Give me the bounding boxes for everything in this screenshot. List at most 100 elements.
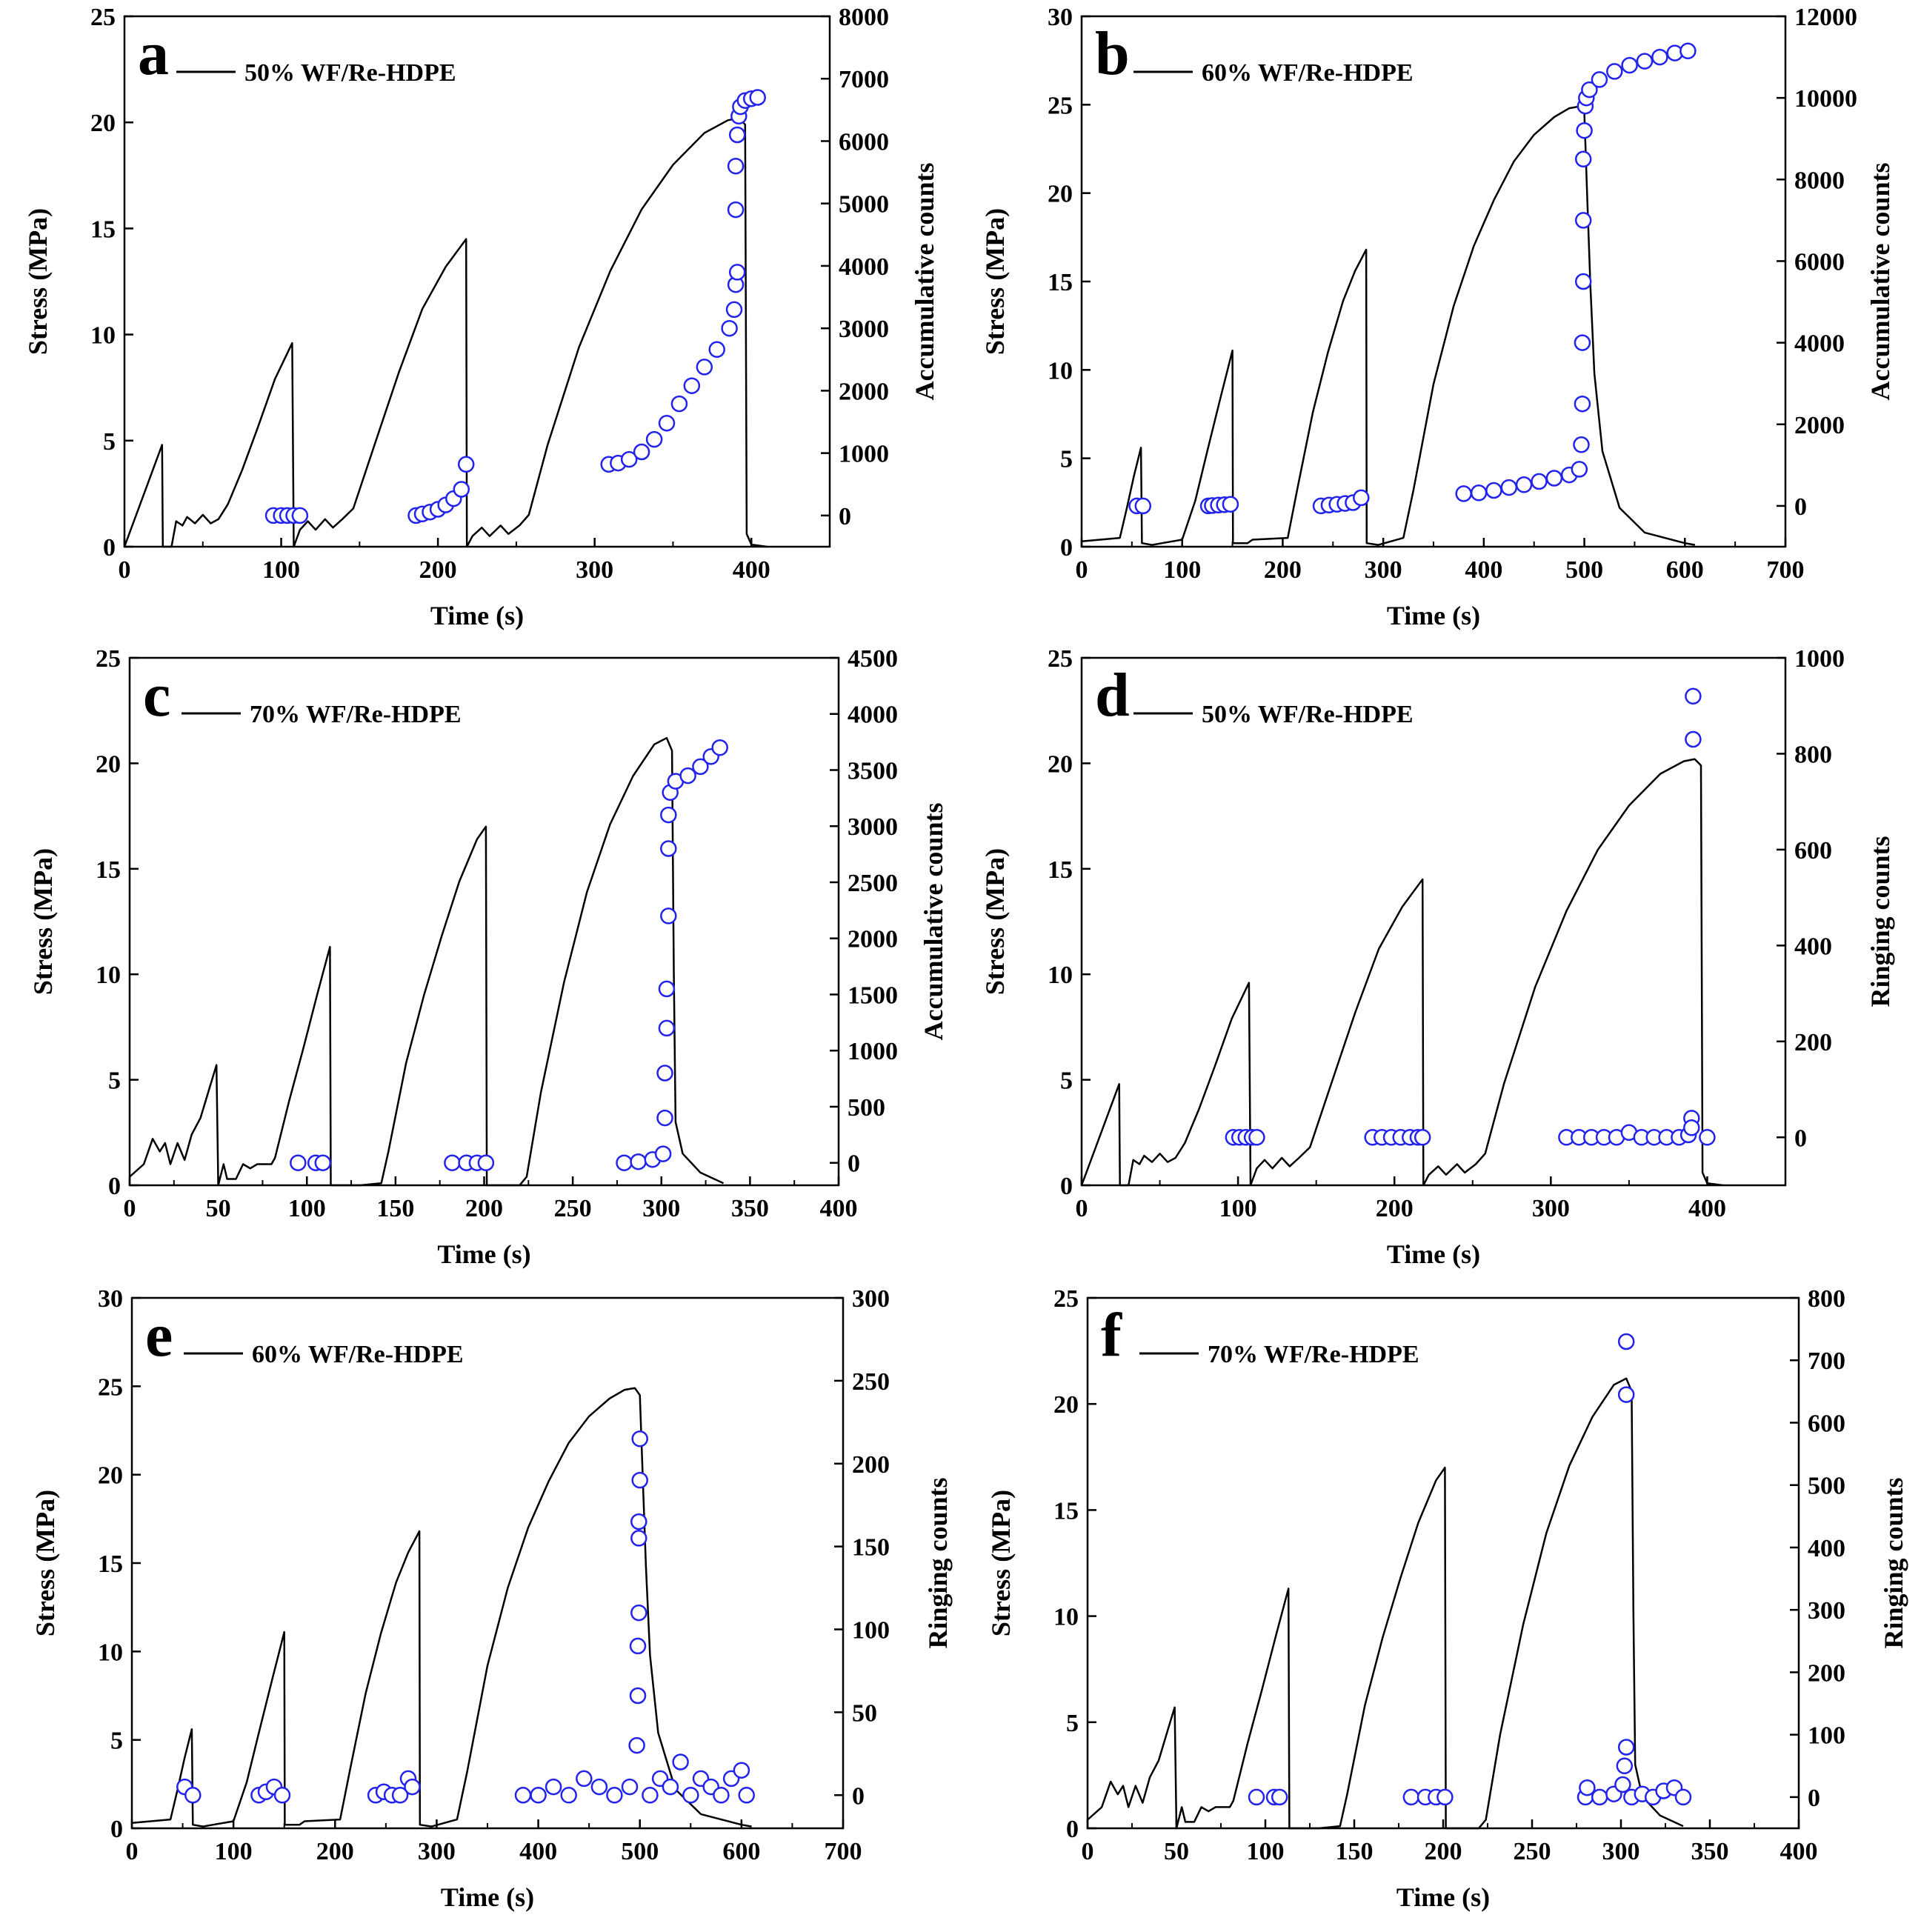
acoustic-point [721, 319, 738, 337]
y2-tick-label: 3000 [839, 316, 889, 343]
y-tick-label: 0 [1066, 1816, 1079, 1843]
y-tick-label: 10 [1048, 962, 1073, 989]
panel-letter: f [1101, 1301, 1122, 1370]
acoustic-point [656, 1065, 673, 1082]
acoustic-point [629, 1687, 647, 1705]
acoustic-point [1591, 1788, 1608, 1806]
acoustic-point [590, 1778, 608, 1796]
y-tick-label: 0 [1060, 1173, 1073, 1200]
acoustic-point [708, 341, 725, 359]
acoustic-point [630, 1530, 647, 1547]
y2-tick-label: 7000 [839, 66, 889, 93]
acoustic-point [1248, 1129, 1265, 1146]
acoustic-point [1515, 476, 1533, 493]
y2-tick-label: 1000 [1794, 645, 1845, 673]
acoustic-point [630, 1153, 647, 1170]
acoustic-point [1683, 1119, 1700, 1136]
legend-label: 70% WF/Re-HDPE [1208, 1341, 1419, 1368]
y-tick-label: 10 [98, 1639, 123, 1666]
stress-line [1080, 758, 1723, 1187]
acoustic-point [728, 126, 746, 144]
y2-tick-label: 0 [848, 1150, 860, 1178]
acoustic-point [656, 1109, 673, 1127]
x-axis-title: Time (s) [430, 601, 524, 630]
acoustic-point [477, 1154, 495, 1171]
y2-tick-label: 6000 [1794, 248, 1845, 276]
panel-letter: c [143, 661, 170, 730]
acoustic-point [725, 301, 743, 319]
acoustic-point [733, 1762, 750, 1779]
acoustic-point [738, 1787, 755, 1804]
acoustic-point [1617, 1333, 1635, 1350]
acoustic-point [1485, 482, 1502, 499]
y-tick-label: 25 [90, 4, 116, 31]
y2-tick-label: 12000 [1794, 4, 1857, 31]
acoustic-point [1617, 1739, 1635, 1756]
panel-b: 0 100 200 300 400 500 600 700051015202530020004… [980, 4, 1895, 630]
y2-tick-label: 100 [1808, 1722, 1845, 1750]
y2-tick-label: 4500 [848, 645, 898, 673]
x-tick-label: 0 [1076, 556, 1088, 584]
y2-tick-label: 0 [1794, 493, 1807, 521]
y2-axis-title: Accumulative counts [1865, 163, 1895, 401]
acoustic-point [1636, 53, 1654, 70]
x-tick-label: 50 [206, 1195, 231, 1222]
x-tick-label: 100 [215, 1838, 253, 1865]
y-tick-label: 30 [1048, 4, 1073, 31]
acoustic-point [620, 450, 638, 468]
acoustic-point [628, 1736, 645, 1754]
acoustic-point [749, 89, 766, 106]
acoustic-point [658, 980, 676, 998]
y2-tick-label: 4000 [848, 702, 898, 729]
plot-frame [1080, 656, 1787, 1187]
y-tick-label: 5 [1060, 1067, 1073, 1095]
y-tick-label: 15 [1053, 1497, 1079, 1525]
acoustic-point [1621, 56, 1638, 74]
y2-tick-label: 600 [1808, 1410, 1845, 1437]
acoustic-point [545, 1778, 562, 1796]
acoustic-point [560, 1787, 577, 1804]
acoustic-point [645, 430, 663, 448]
x-tick-label: 250 [554, 1195, 592, 1222]
y-axis-title: Stress (MPa) [980, 208, 1010, 355]
stress-line [1087, 1377, 1684, 1830]
acoustic-point [1579, 1779, 1596, 1796]
x-tick-label: 0 [1082, 1838, 1094, 1865]
plot-frame [1086, 1296, 1800, 1830]
y-tick-label: 5 [110, 1728, 123, 1755]
acoustic-point [1616, 1757, 1634, 1775]
y2-axis-title: Accumulative counts [910, 163, 939, 401]
x-tick-label: 600 [722, 1838, 760, 1865]
acoustic-point [1571, 461, 1588, 478]
y-axis-title: Stress (MPa) [23, 208, 53, 355]
x-tick-label: 700 [825, 1838, 862, 1865]
acoustic-point [683, 377, 701, 394]
y2-tick-label: 1500 [848, 982, 898, 1009]
y-tick-label: 10 [1053, 1604, 1079, 1631]
x-tick-label: 200 [1264, 556, 1302, 584]
y2-tick-label: 0 [852, 1782, 865, 1810]
y-tick-label: 10 [90, 322, 116, 350]
panel-c: 0 50 100 150 200 250 300 350 4000510152025050010… [28, 645, 948, 1269]
legend-label: 50% WF/Re-HDPE [244, 59, 456, 87]
acoustic-point [530, 1787, 547, 1804]
plot-frame [123, 15, 831, 548]
y2-tick-label: 100 [852, 1617, 890, 1645]
acoustic-point [1500, 479, 1518, 496]
y-tick-label: 20 [98, 1462, 123, 1490]
y2-tick-label: 300 [852, 1285, 890, 1313]
acoustic-point [630, 1604, 647, 1622]
stress-line [129, 736, 725, 1187]
y-tick-label: 15 [98, 1550, 123, 1578]
acoustic-point [453, 481, 470, 498]
y-tick-label: 25 [1048, 92, 1073, 119]
x-tick-label: 100 [288, 1195, 326, 1222]
y2-axis-title: Accumulative counts [919, 803, 948, 1041]
acoustic-point [1271, 1788, 1288, 1806]
plot-frame [130, 1296, 845, 1830]
acoustic-point [682, 1787, 699, 1804]
acoustic-point [672, 1753, 689, 1771]
x-tick-label: 500 [621, 1838, 659, 1865]
y2-tick-label: 800 [1808, 1285, 1845, 1313]
legend-label: 50% WF/Re-HDPE [1202, 701, 1414, 728]
